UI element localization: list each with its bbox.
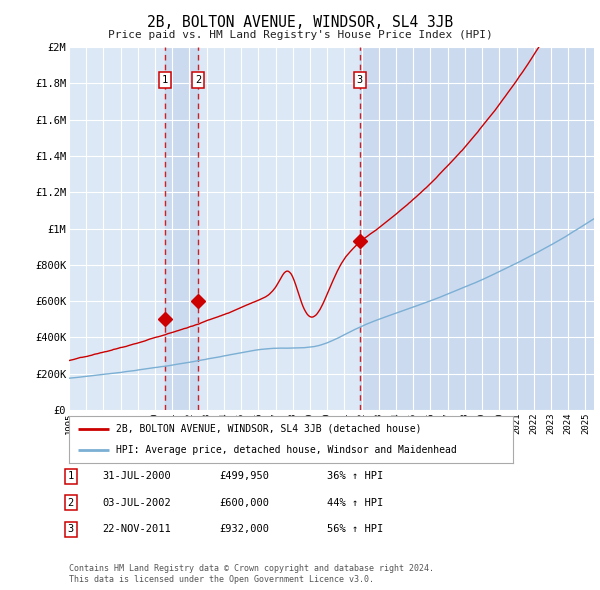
Text: 2: 2 xyxy=(195,75,201,85)
Text: 1: 1 xyxy=(68,471,74,481)
Text: 22-NOV-2011: 22-NOV-2011 xyxy=(102,525,171,534)
Text: 2B, BOLTON AVENUE, WINDSOR, SL4 3JB: 2B, BOLTON AVENUE, WINDSOR, SL4 3JB xyxy=(147,15,453,30)
Text: 03-JUL-2002: 03-JUL-2002 xyxy=(102,498,171,507)
Text: HPI: Average price, detached house, Windsor and Maidenhead: HPI: Average price, detached house, Wind… xyxy=(116,445,457,455)
Text: 56% ↑ HPI: 56% ↑ HPI xyxy=(327,525,383,534)
Text: £499,950: £499,950 xyxy=(219,471,269,481)
Text: 44% ↑ HPI: 44% ↑ HPI xyxy=(327,498,383,507)
Text: 1: 1 xyxy=(162,75,168,85)
Text: 31-JUL-2000: 31-JUL-2000 xyxy=(102,471,171,481)
Text: This data is licensed under the Open Government Licence v3.0.: This data is licensed under the Open Gov… xyxy=(69,575,374,584)
Text: 2B, BOLTON AVENUE, WINDSOR, SL4 3JB (detached house): 2B, BOLTON AVENUE, WINDSOR, SL4 3JB (det… xyxy=(116,424,421,434)
Text: Price paid vs. HM Land Registry's House Price Index (HPI): Price paid vs. HM Land Registry's House … xyxy=(107,30,493,40)
Text: 3: 3 xyxy=(356,75,363,85)
Text: £932,000: £932,000 xyxy=(219,525,269,534)
Bar xyxy=(165,47,198,410)
Text: £600,000: £600,000 xyxy=(219,498,269,507)
Bar xyxy=(360,47,594,410)
Text: 2: 2 xyxy=(68,498,74,507)
Text: Contains HM Land Registry data © Crown copyright and database right 2024.: Contains HM Land Registry data © Crown c… xyxy=(69,565,434,573)
Text: 3: 3 xyxy=(68,525,74,534)
Text: 36% ↑ HPI: 36% ↑ HPI xyxy=(327,471,383,481)
